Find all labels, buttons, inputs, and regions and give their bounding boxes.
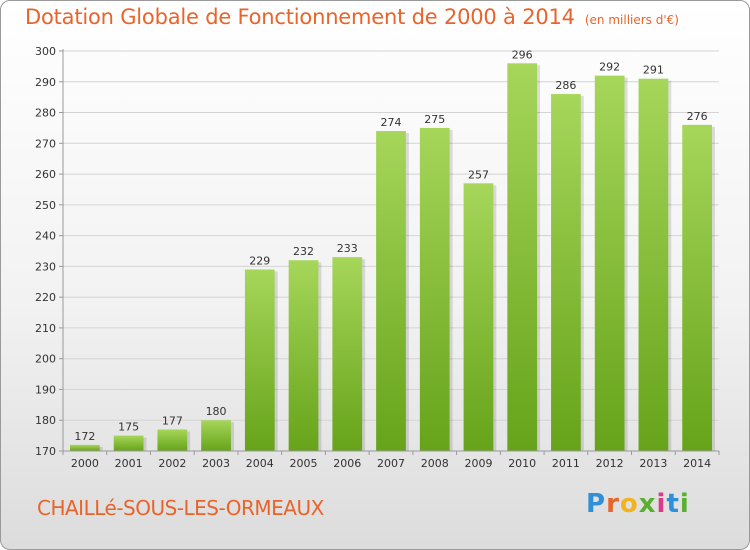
bar-value-label: 286: [555, 79, 576, 92]
x-tick-label: 2000: [71, 457, 99, 470]
bar-value-label: 296: [512, 48, 533, 61]
bar-2011: [551, 94, 581, 452]
bar-2006: [332, 257, 363, 451]
logo-letter: i: [656, 489, 667, 519]
x-tick-label: 2010: [508, 457, 536, 470]
bar-value-label: 275: [424, 113, 445, 126]
y-tick-label: 190: [35, 383, 56, 396]
y-tick-label: 170: [35, 445, 56, 458]
x-tick-label: 2014: [683, 457, 711, 470]
bar-value-label: 229: [249, 254, 270, 267]
bar-2008: [419, 127, 450, 451]
y-tick-label: 250: [35, 199, 56, 212]
logo-letter: r: [606, 489, 620, 519]
x-tick-label: 2009: [464, 457, 492, 470]
logo-letter: P: [586, 489, 607, 519]
x-tick-label: 2007: [377, 457, 405, 470]
bar-2014: [682, 124, 713, 451]
chart-unit: (en milliers d'€): [584, 13, 679, 27]
chart-title: Dotation Globale de Fonctionnement de 20…: [25, 5, 575, 29]
bar-value-label: 177: [162, 414, 183, 427]
y-tick-label: 290: [35, 76, 56, 89]
bar-2000: [69, 444, 100, 451]
logo-letter: i: [679, 489, 690, 519]
bar-2010: [507, 63, 538, 452]
x-tick-label: 2004: [246, 457, 274, 470]
bar-2002: [157, 429, 188, 451]
x-tick-label: 2001: [115, 457, 143, 470]
bar-value-label: 232: [293, 245, 314, 258]
city-name: CHAILLé-SOUS-LES-ORMEAUX: [37, 496, 324, 520]
y-tick-label: 200: [35, 353, 56, 366]
bar-2012: [594, 75, 625, 451]
y-axis: 170 180 190 200 210 220 230 240 250 260 270 280 290 3…: [35, 45, 64, 458]
bar-2003: [201, 420, 231, 451]
x-tick-label: 2005: [290, 457, 318, 470]
bar-2004: [244, 269, 275, 451]
x-tick-label: 2003: [202, 457, 230, 470]
y-tick-label: 210: [35, 322, 56, 335]
bar-2001: [113, 435, 144, 451]
x-axis: 2000 2001 2002 2003 2004 2005 2006 2007 2008 2009…: [62, 450, 720, 470]
bar-value-label: 180: [206, 405, 227, 418]
bar-value-label: 257: [468, 168, 489, 181]
logo-letter: o: [619, 489, 639, 519]
proxiti-logo: Proxiti: [586, 489, 690, 519]
y-tick-label: 260: [35, 168, 56, 181]
y-tick-label: 280: [35, 107, 56, 120]
x-tick-label: 2002: [158, 457, 186, 470]
x-tick-label: 2012: [596, 457, 624, 470]
y-tick-label: 300: [35, 45, 56, 58]
logo-letter: x: [638, 489, 657, 519]
x-tick-label: 2013: [639, 457, 667, 470]
x-tick-label: 2006: [333, 457, 361, 470]
y-tick-label: 240: [35, 230, 56, 243]
bar-value-label: 175: [118, 421, 139, 434]
chart-title-block: Dotation Globale de Fonctionnement de 20…: [25, 5, 679, 29]
y-tick-label: 180: [35, 414, 56, 427]
bar-value-label: 274: [381, 116, 402, 129]
bar-value-label: 233: [337, 242, 358, 255]
x-tick-label: 2008: [421, 457, 449, 470]
bar-value-label: 172: [74, 430, 95, 443]
y-tick-label: 270: [35, 137, 56, 150]
bar-2013: [638, 78, 669, 451]
bar-2005: [288, 260, 319, 451]
bar-value-label: 291: [643, 64, 664, 77]
bar-value-label: 276: [687, 110, 708, 123]
bar-2009: [463, 183, 494, 452]
x-tick-label: 2011: [552, 457, 580, 470]
bar-value-label: 292: [599, 61, 620, 74]
logo-letter: t: [666, 489, 680, 519]
y-tick-label: 220: [35, 291, 56, 304]
bar-2007: [376, 131, 406, 451]
y-tick-label: 230: [35, 260, 56, 273]
bars: 172 175 177 180 229 232 233 274 275 257 296 286 292 2…: [69, 48, 716, 452]
